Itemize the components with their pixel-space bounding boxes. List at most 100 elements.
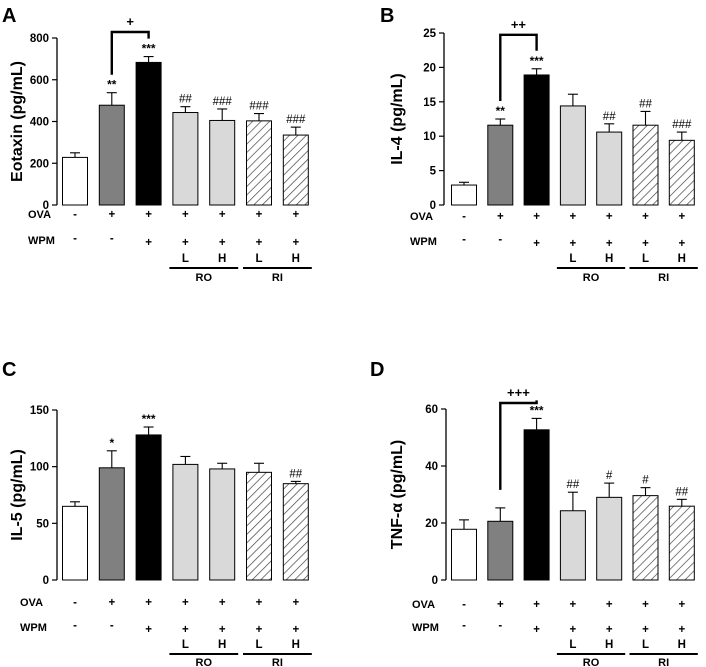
panel-d-bar-ri_h [668, 505, 695, 581]
panel-c-bar-wpm [135, 434, 162, 581]
panel-d-row-label-ova: OVA [412, 599, 435, 611]
panel-d-dose-ro_h: H [605, 639, 613, 651]
panel-b-row-label-wpm: WPM [410, 236, 437, 248]
panel-b-bracket-label: ++ [511, 17, 527, 32]
panel-c-wpm-cell-wpm: + [145, 624, 152, 636]
panel-c-bar-control [62, 505, 88, 581]
panel-c-ova-cell-ri_h: + [292, 597, 299, 609]
panel-b-wpm-cell-ro_l: + [570, 238, 577, 250]
panel-d-bracket-label: +++ [507, 385, 530, 400]
panel-b-ytick-label-2: 10 [423, 131, 436, 143]
panel-c-wpm-cell-ri_h: + [292, 624, 299, 636]
panel-b-bracket [499, 33, 538, 101]
panel-b-wpm-cell-ri_l: + [642, 238, 649, 250]
panel-c-ova-cell-ro_h: + [219, 597, 226, 609]
panel-a-ova-cell-wpm: + [145, 209, 152, 221]
panel-b-sig-ova: ** [496, 104, 506, 118]
panel-a-row-label-wpm: WPM [28, 235, 55, 247]
panel-a-ytick-label-2: 400 [30, 117, 49, 129]
panel-a-bar-ro_l [172, 112, 199, 206]
panel-c-bar-ri_l [246, 471, 272, 581]
panel-b-row-label-ova: OVA [410, 211, 433, 223]
panel-c-ytick-label-1: 50 [36, 518, 49, 530]
panel-d-wpm-cell-wpm: + [533, 624, 540, 636]
panel-b-ylabel: IL-4 (pg/mL) [389, 73, 406, 165]
panel-b-ova-cell-ri_l: + [642, 211, 649, 223]
panel-b-bar-ro_l [559, 105, 586, 206]
panel-a-bar-wpm [135, 61, 162, 206]
panel-d-wpm-cell-ova: - [498, 620, 502, 632]
panel-c-wpm-cell-ri_l: + [256, 624, 263, 636]
panel-b-ytick-label-5: 25 [423, 28, 436, 40]
panel-d-bar-wpm [523, 429, 550, 581]
panel-a-wpm-cell-ri_l: + [256, 237, 263, 249]
panel-d-group-label-ri: RI [658, 657, 669, 667]
panel-a-sig-ri_l: ### [249, 101, 269, 113]
panel-b-ytick-label-3: 15 [423, 97, 436, 109]
panel-d-dose-ro_l: L [569, 639, 576, 651]
panel-d-ytick-label-2: 40 [425, 461, 438, 473]
panel-b-wpm-cell-ova: - [498, 234, 502, 246]
panel-b-bar-ri_l [632, 124, 659, 206]
panel-a-sig-ova: ** [107, 78, 117, 92]
panel-a-wpm-cell-ova: - [110, 233, 114, 245]
panel-a-sig-wpm: *** [142, 42, 156, 56]
panel-b-bar-ri_h [668, 139, 695, 206]
panel-c-wpm-cell-ro_h: + [219, 624, 226, 636]
panel-d-bar-ro_l [559, 510, 586, 581]
panel-a-bar-ro_h [209, 119, 236, 206]
panel-b-sig-wpm: *** [530, 54, 544, 68]
panel-a-bracket-label: + [126, 14, 134, 29]
panel-d-bar-ro_h [596, 496, 623, 581]
panel-c-dose-ro_l: L [182, 639, 189, 651]
panel-a-ytick-label-4: 800 [30, 33, 49, 45]
panel-a-row-label-ova: OVA [28, 209, 51, 221]
panel-c-ova-cell-ro_l: + [182, 597, 189, 609]
panel-b-ytick-label-0: 0 [430, 200, 436, 212]
panel-c-dose-ri_l: L [255, 639, 262, 651]
panel-d-ova-cell-control: - [462, 599, 466, 611]
panel-d-group-label-ro: RO [583, 657, 600, 667]
panel-d-sig-ri_l: # [642, 475, 649, 487]
panel-b-ova-cell-control: - [462, 211, 466, 223]
panel-a-dose-ri_l: L [255, 253, 262, 265]
panel-d-wpm-cell-control: - [462, 620, 466, 632]
panel-c-ytick-label-3: 150 [30, 405, 49, 417]
panel-b-bar-ova [487, 124, 514, 206]
panel-a-bar-ova [98, 104, 125, 206]
panel-b-wpm-cell-wpm: + [533, 238, 540, 250]
panel-a-wpm-cell-ro_h: + [219, 237, 226, 249]
panel-c-sig-wpm: *** [142, 412, 156, 426]
panel-d-ova-cell-ova: + [497, 599, 504, 611]
panel-b-sig-ri_l: ## [639, 98, 652, 110]
panel-a-letter: A [2, 5, 16, 27]
panel-a-ova-cell-ro_l: + [182, 209, 189, 221]
panel-b-letter: B [380, 5, 394, 27]
panel-c-row-label-ova: OVA [20, 597, 43, 609]
panel-b-ova-cell-ro_l: + [570, 211, 577, 223]
panel-a-ytick-label-0: 0 [43, 200, 49, 212]
panel-c-ova-cell-ova: + [108, 597, 115, 609]
panel-b-dose-ri_h: H [678, 253, 686, 265]
panel-a-bracket [110, 30, 150, 75]
panel-a-ova-cell-ri_l: + [256, 209, 263, 221]
panel-a-dose-ro_l: L [182, 253, 189, 265]
panel-d-ova-cell-ro_h: + [606, 599, 613, 611]
panel-c-ytick-label-0: 0 [43, 575, 49, 587]
panel-d-dose-ri_h: H [678, 639, 686, 651]
panel-d-row-label-wpm: WPM [412, 622, 439, 634]
panel-a-group-label-ri: RI [272, 272, 283, 284]
panel-c-dose-ri_h: H [292, 639, 300, 651]
panel-d-wpm-cell-ri_h: + [678, 624, 685, 636]
panel-d-letter: D [370, 359, 384, 381]
panel-c-sig-ri_h: ## [289, 468, 302, 480]
panel-c-bar-ova [98, 467, 125, 581]
panel-a-ytick-label-3: 600 [30, 75, 49, 87]
panel-d-ova-cell-wpm: + [533, 599, 540, 611]
panel-a-sig-ri_h: ### [286, 114, 306, 126]
panel-a-wpm-cell-ri_h: + [292, 237, 299, 249]
panel-d-wpm-cell-ro_h: + [606, 624, 613, 636]
panel-b-dose-ro_h: H [605, 253, 613, 265]
panel-b-sig-ri_h: ### [672, 119, 692, 131]
panel-c-wpm-cell-ova: - [110, 620, 114, 632]
